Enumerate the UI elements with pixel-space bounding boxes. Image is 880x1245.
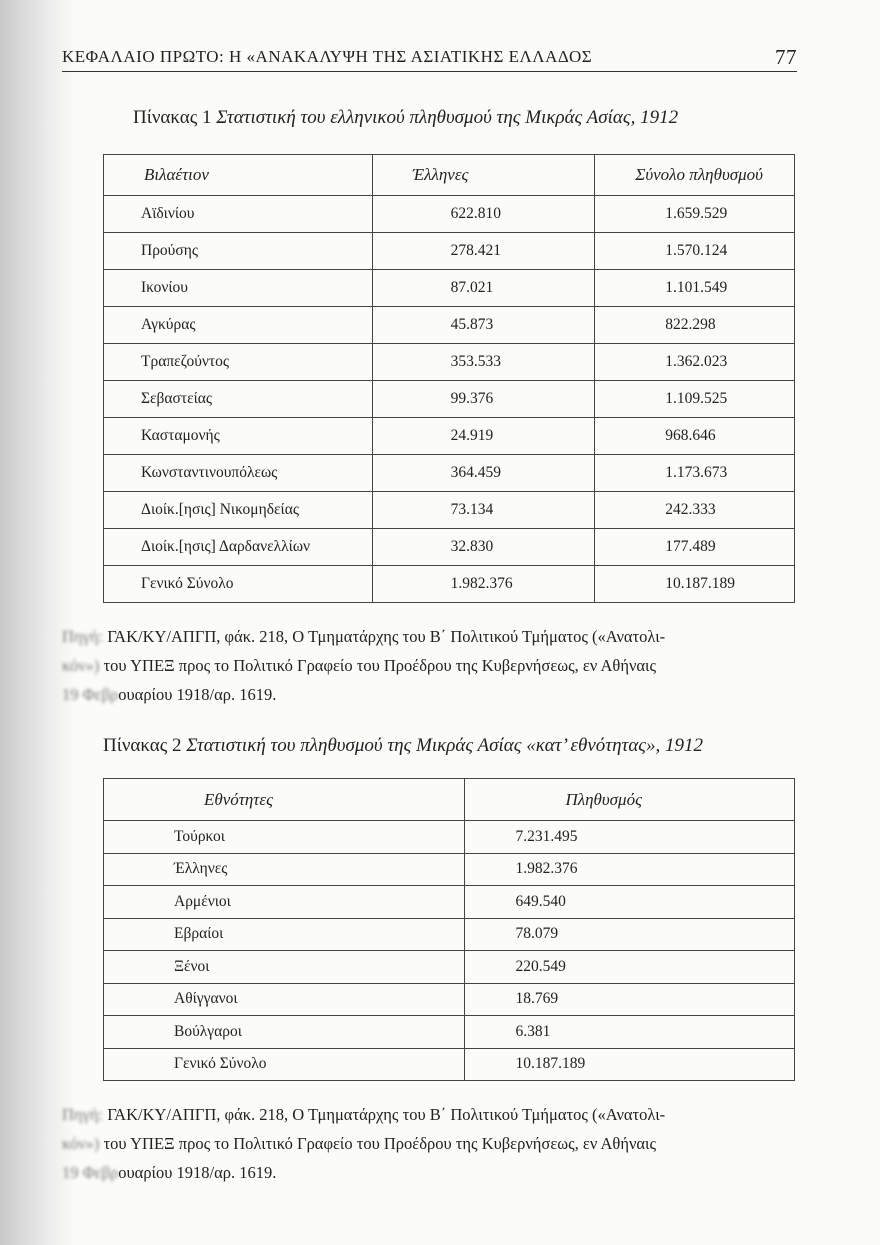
table-row: Γενικό Σύνολο 10.187.189 <box>102 1047 795 1081</box>
column-header: Εθνότητες <box>102 778 466 821</box>
table1-caption: Πίνακας 1 Στατιστική του ελληνικού πληθυ… <box>133 107 678 129</box>
table-cell: Βούλγαροι <box>102 1015 466 1049</box>
table-row: Τούρκοι 7.231.495 <box>102 820 795 854</box>
table-row: Κασταμονής 24.919 968.646 <box>103 417 795 455</box>
column-header: Βιλαέτιον <box>103 154 373 196</box>
table-row: Σεβαστείας 99.376 1.109.525 <box>103 380 795 418</box>
table-row: Εβραίοι 78.079 <box>102 917 795 951</box>
table-cell: 968.646 <box>594 417 795 455</box>
source-prefix: Πηγή: <box>62 627 104 646</box>
table-cell: Τραπεζούντος <box>103 343 373 381</box>
table-row: Ικονίου 87.021 1.101.549 <box>103 269 795 307</box>
table-cell: Αθίγγανοι <box>102 982 466 1016</box>
table-cell: 177.489 <box>594 528 795 566</box>
table-cell: 1.173.673 <box>594 454 795 492</box>
source-prefix: κόν») <box>62 656 100 675</box>
table-cell: 622.810 <box>371 195 596 233</box>
table-cell: 1.101.549 <box>594 269 795 307</box>
source-line: ΓΑΚ/ΚΥ/ΑΠΓΠ, φάκ. 218, Ο Τμηματάρχης του… <box>107 1105 666 1124</box>
table-cell: 1.362.023 <box>594 343 795 381</box>
running-header: ΚΕΦΑΛΑΙΟ ΠΡΩΤΟ: Η «ΑΝΑΚΑΛΥΨΗ ΤΗΣ ΑΣΙΑΤΙΚ… <box>62 45 797 72</box>
table-cell: 1.982.376 <box>464 852 795 886</box>
table-cell: Γενικό Σύνολο <box>102 1047 466 1081</box>
source-line: του ΥΠΕΞ προς το Πολιτικό Γραφείο του Πρ… <box>103 656 657 675</box>
table-cell: 649.540 <box>464 885 795 919</box>
table-cell: Διοίκ.[ησις] Νικομηδείας <box>103 491 373 529</box>
source-prefix: 19 Φεβρ <box>62 1163 119 1182</box>
table-cell: Αγκύρας <box>103 306 373 344</box>
table-cell: Ξένοι <box>102 950 466 984</box>
table-row: Αθίγγανοι 18.769 <box>102 982 795 1016</box>
table1-source: Πηγή: ΓΑΚ/ΚΥ/ΑΠΓΠ, φάκ. 218, Ο Τμηματάρχ… <box>62 622 797 709</box>
table-cell: 6.381 <box>464 1015 795 1049</box>
table-cell: 278.421 <box>371 232 596 270</box>
table-cell: 7.231.495 <box>464 820 795 854</box>
page-binding-shadow <box>0 0 75 1245</box>
table-cell: 242.333 <box>594 491 795 529</box>
table-row: Κωνσταντινουπόλεως 364.459 1.173.673 <box>103 454 795 492</box>
source-prefix: κόν») <box>62 1134 100 1153</box>
table-cell: Κασταμονής <box>103 417 373 455</box>
table-cell: Εβραίοι <box>102 917 466 951</box>
column-header: Σύνολο πληθυσμού <box>594 154 795 196</box>
table-row: Αϊδινίου 622.810 1.659.529 <box>103 195 795 233</box>
table-cell: 45.873 <box>371 306 596 344</box>
table-row: Διοίκ.[ησις] Δαρδανελλίων 32.830 177.489 <box>103 528 795 566</box>
table2-title: Στατιστική του πληθυσμού της Μικράς Ασία… <box>186 735 704 756</box>
table-row: Τραπεζούντος 353.533 1.362.023 <box>103 343 795 381</box>
table-cell: 220.549 <box>464 950 795 984</box>
table2-caption: Πίνακας 2 Στατιστική του πληθυσμού της Μ… <box>103 735 703 757</box>
table-cell: 73.134 <box>371 491 596 529</box>
source-prefix: 19 Φεβρ <box>62 685 119 704</box>
table-row: Αγκύρας 45.873 822.298 <box>103 306 795 344</box>
source-line: του ΥΠΕΞ προς το Πολιτικό Γραφείο του Πρ… <box>103 1134 657 1153</box>
column-header: Έλληνες <box>371 154 596 196</box>
table-cell: 32.830 <box>371 528 596 566</box>
column-header: Πληθυσμός <box>464 778 795 821</box>
table-cell: Τούρκοι <box>102 820 466 854</box>
table2-label: Πίνακας 2 <box>103 735 182 756</box>
table-row: Διοίκ.[ησις] Νικομηδείας 73.134 242.333 <box>103 491 795 529</box>
table1: Βιλαέτιον Έλληνες Σύνολο πληθυσμού Αϊδινίο… <box>103 154 795 603</box>
table-row: Έλληνες 1.982.376 <box>102 852 795 886</box>
source-line: ΓΑΚ/ΚΥ/ΑΠΓΠ, φάκ. 218, Ο Τμηματάρχης του… <box>107 627 666 646</box>
table1-title: Στατιστική του ελληνικού πληθυσμού της Μ… <box>216 107 679 128</box>
table-cell: Προύσης <box>103 232 373 270</box>
table-cell: 24.919 <box>371 417 596 455</box>
table2-source: Πηγή: ΓΑΚ/ΚΥ/ΑΠΓΠ, φάκ. 218, Ο Τμηματάρχ… <box>62 1100 797 1187</box>
table-cell: Αρμένιοι <box>102 885 466 919</box>
table-cell: Κωνσταντινουπόλεως <box>103 454 373 492</box>
table-cell: Αϊδινίου <box>103 195 373 233</box>
table-row: Αρμένιοι 649.540 <box>102 885 795 919</box>
table-cell: 1.570.124 <box>594 232 795 270</box>
table-cell: 1.109.525 <box>594 380 795 418</box>
table-cell: 1.659.529 <box>594 195 795 233</box>
page-number: 77 <box>775 45 797 69</box>
table-cell: 364.459 <box>371 454 596 492</box>
table-row: Βούλγαροι 6.381 <box>102 1015 795 1049</box>
table-cell: Διοίκ.[ησις] Δαρδανελλίων <box>103 528 373 566</box>
source-line: ουαρίου 1918/αρ. 1619. <box>118 1163 277 1182</box>
table-cell: Σεβαστείας <box>103 380 373 418</box>
table-row: Γενικό Σύνολο 1.982.376 10.187.189 <box>103 565 795 603</box>
table-cell: 10.187.189 <box>594 565 795 603</box>
table-row: Ξένοι 220.549 <box>102 950 795 984</box>
table-row: Προύσης 278.421 1.570.124 <box>103 232 795 270</box>
table1-label: Πίνακας 1 <box>133 107 212 128</box>
table-cell: 87.021 <box>371 269 596 307</box>
table-cell: 1.982.376 <box>371 565 596 603</box>
table-cell: 10.187.189 <box>464 1047 795 1081</box>
table-cell: 18.769 <box>464 982 795 1016</box>
running-title: ΚΕΦΑΛΑΙΟ ΠΡΩΤΟ: Η «ΑΝΑΚΑΛΥΨΗ ΤΗΣ ΑΣΙΑΤΙΚ… <box>62 47 593 66</box>
table-cell: 353.533 <box>371 343 596 381</box>
table-cell: Έλληνες <box>102 852 466 886</box>
table-cell: Γενικό Σύνολο <box>103 565 373 603</box>
source-prefix: Πηγή: <box>62 1105 104 1124</box>
table-cell: Ικονίου <box>103 269 373 307</box>
source-line: ουαρίου 1918/αρ. 1619. <box>118 685 277 704</box>
table-cell: 78.079 <box>464 917 795 951</box>
table2: Εθνότητες Πληθυσμός Τούρκοι 7.231.495 Έλλην… <box>102 778 795 1081</box>
table-cell: 822.298 <box>594 306 795 344</box>
table-cell: 99.376 <box>371 380 596 418</box>
